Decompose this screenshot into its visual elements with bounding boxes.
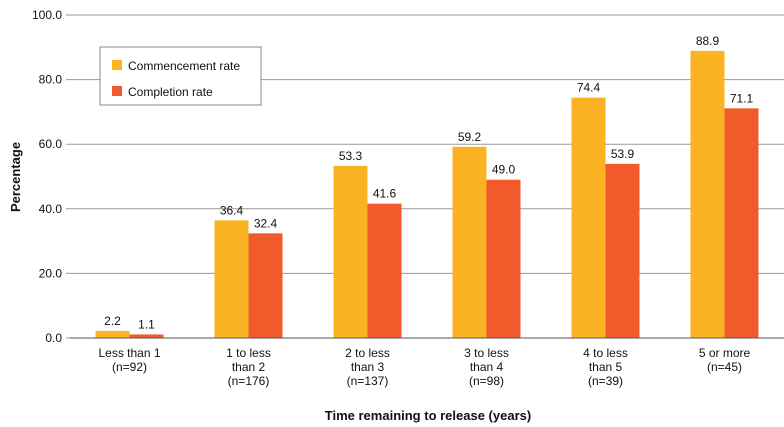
legend: Commencement rate Completion rate <box>99 46 262 106</box>
legend-box <box>99 46 262 106</box>
data-label: 59.2 <box>458 130 482 144</box>
x-tick-label-line: than 2 <box>232 360 266 374</box>
y-tick-labels: 0.0 20.0 40.0 60.0 80.0 100.0 <box>32 8 62 345</box>
bars <box>95 50 759 339</box>
data-label: 49.0 <box>492 163 516 177</box>
x-tick-label-line: (n=92) <box>112 360 147 374</box>
data-label: 53.9 <box>611 147 635 161</box>
data-label: 53.3 <box>339 149 363 163</box>
x-tick-label-line: than 4 <box>470 360 504 374</box>
x-tick-label-line: (n=39) <box>588 374 623 388</box>
bar-completion <box>129 334 164 338</box>
y-tick-label: 60.0 <box>39 137 63 151</box>
data-label: 88.9 <box>696 34 720 48</box>
x-tick-label-line: than 5 <box>589 360 623 374</box>
x-tick-label-line: (n=98) <box>469 374 504 388</box>
bar-completion <box>605 163 640 338</box>
x-tick-labels: Less than 1 (n=92) 1 to less than 2 (n=176) 2… <box>98 346 750 388</box>
x-tick-label-line: 2 to less <box>345 346 390 360</box>
x-tick-label-line: 4 to less <box>583 346 628 360</box>
y-tick-label: 20.0 <box>39 266 63 280</box>
legend-swatch-completion <box>112 86 122 96</box>
data-label: 2.2 <box>104 314 121 328</box>
bar-completion <box>248 233 283 338</box>
x-tick-label: 2 to less than 3 (n=137) <box>345 346 390 388</box>
x-tick-label-line: (n=176) <box>228 374 270 388</box>
bar-commencement <box>452 146 487 338</box>
data-label: 36.4 <box>220 203 244 217</box>
y-tick-label: 80.0 <box>39 73 63 87</box>
x-tick-label: 5 or more (n=45) <box>699 346 751 374</box>
y-axis-title: Percentage <box>8 142 23 212</box>
legend-label-commencement: Commencement rate <box>128 59 240 73</box>
x-tick-label-line: than 3 <box>351 360 385 374</box>
x-tick-label: 1 to less than 2 (n=176) <box>226 346 271 388</box>
bar-commencement <box>571 97 606 338</box>
x-tick-label: Less than 1 (n=92) <box>98 346 160 374</box>
x-tick-label-line: 1 to less <box>226 346 271 360</box>
bar-commencement <box>214 220 249 338</box>
data-labels: 2.2 1.1 36.4 32.4 53.3 41.6 59.2 49.0 74.4 53.9 88… <box>104 34 753 332</box>
bar-commencement <box>333 165 368 338</box>
legend-swatch-commencement <box>112 60 122 70</box>
x-tick-label: 4 to less than 5 (n=39) <box>583 346 628 388</box>
data-label: 1.1 <box>138 317 155 331</box>
x-tick-label-line: 3 to less <box>464 346 509 360</box>
bar-commencement <box>690 50 725 339</box>
data-label: 71.1 <box>730 91 754 105</box>
bar-completion <box>724 108 759 338</box>
data-label: 32.4 <box>254 216 278 230</box>
bar-completion <box>367 203 402 338</box>
bar-completion <box>486 179 521 338</box>
x-tick-label-line: 5 or more <box>699 346 751 360</box>
x-tick-label-line: Less than 1 <box>98 346 160 360</box>
x-tick-label: 3 to less than 4 (n=98) <box>464 346 509 388</box>
x-tick-label-line: (n=45) <box>707 360 742 374</box>
x-axis-title: Time remaining to release (years) <box>325 408 531 423</box>
legend-label-completion: Completion rate <box>128 85 213 99</box>
x-tick-label-line: (n=137) <box>347 374 389 388</box>
y-tick-label: 0.0 <box>45 331 62 345</box>
y-tick-label: 40.0 <box>39 202 63 216</box>
data-label: 41.6 <box>373 187 397 201</box>
bar-commencement <box>95 330 130 338</box>
y-tick-label: 100.0 <box>32 8 62 22</box>
data-label: 74.4 <box>577 81 601 95</box>
